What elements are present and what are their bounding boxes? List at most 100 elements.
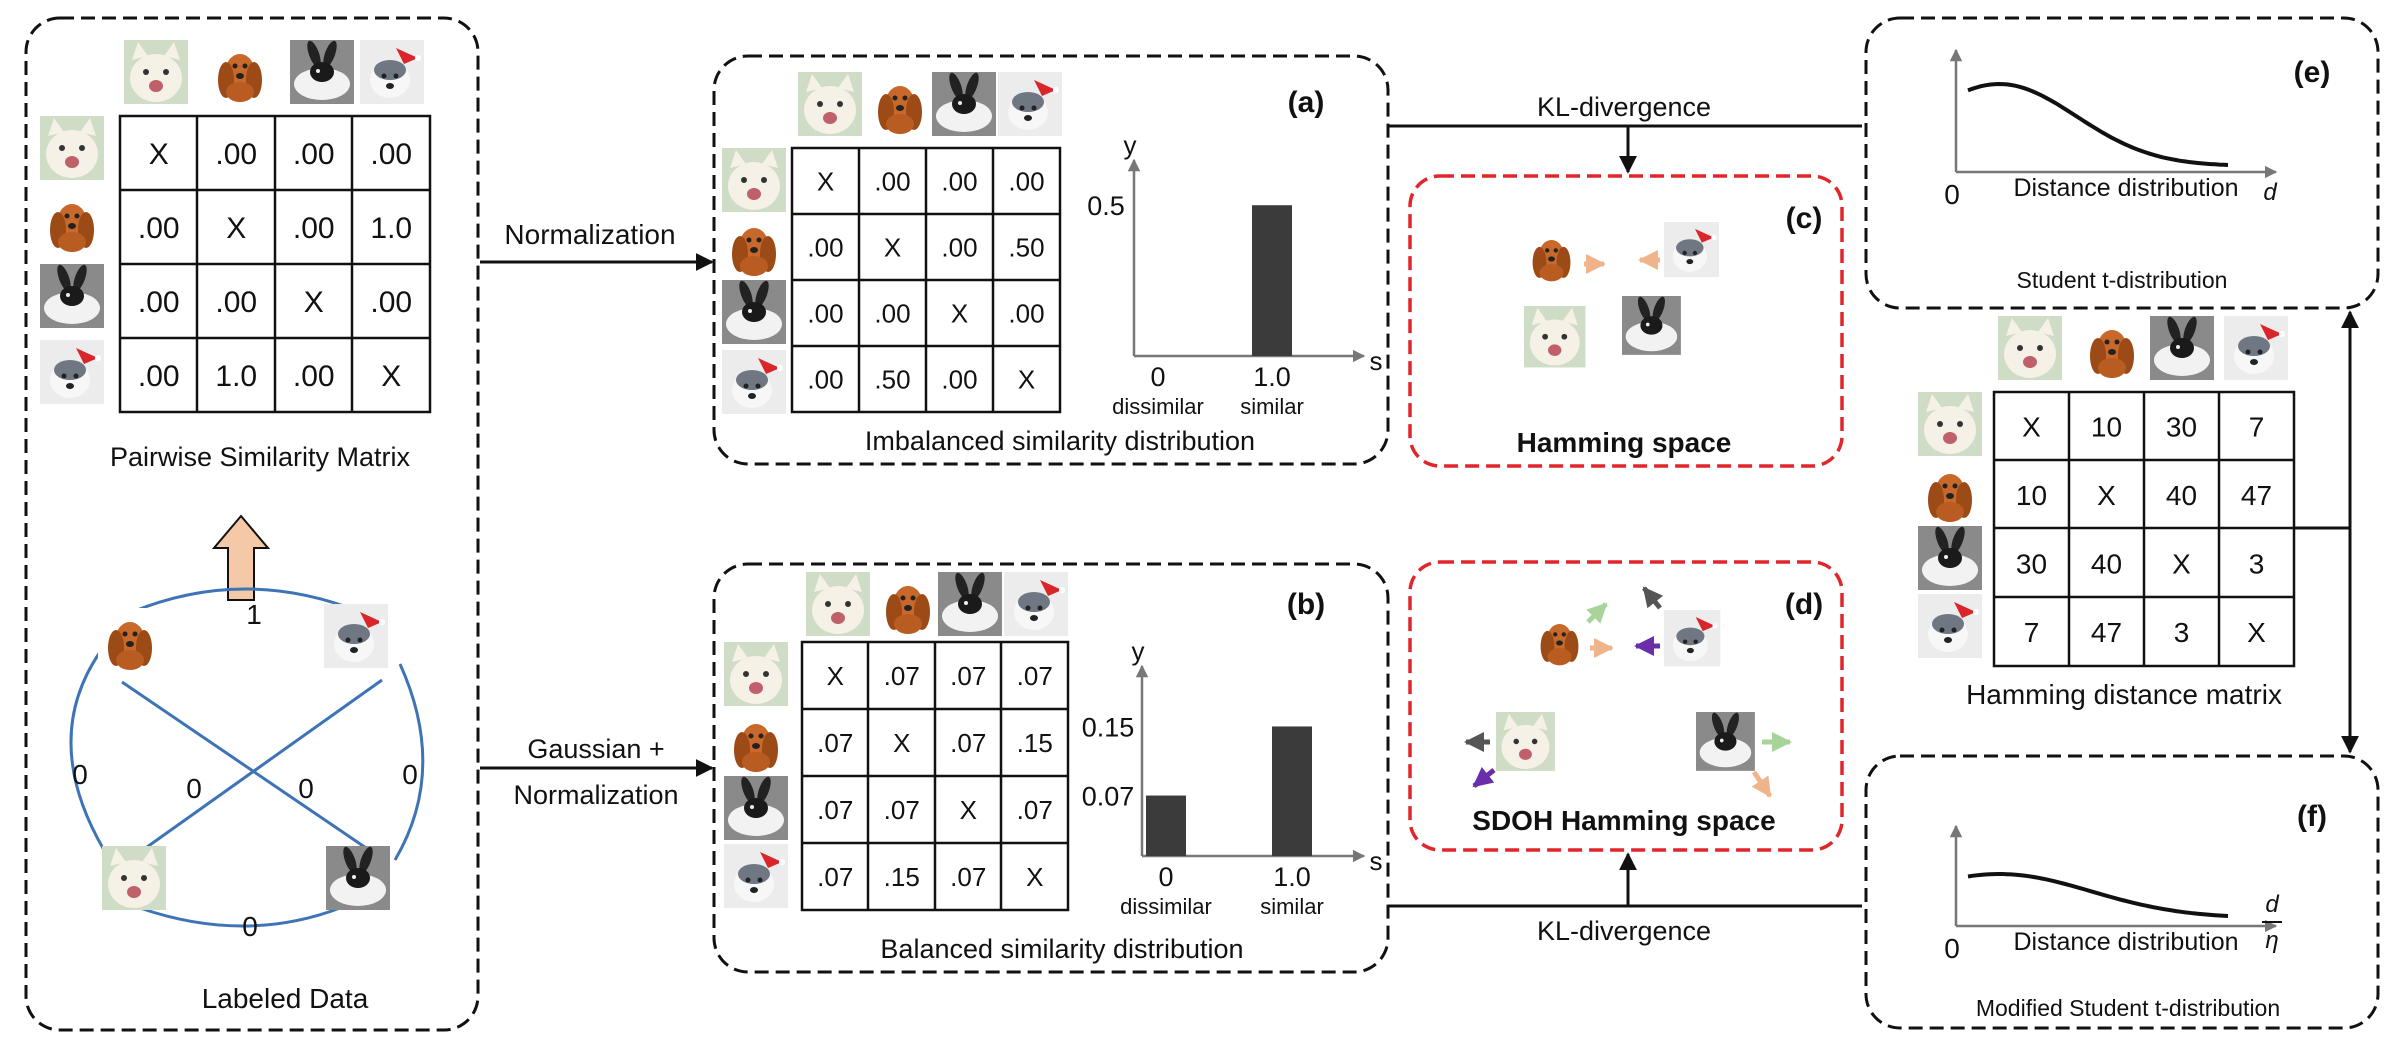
husky-icon [722, 350, 786, 414]
y-tick-label: 0.07 [1082, 782, 1135, 812]
balanced-matrix: X .07 .07 .07 .07 X .07 .15 .07 .07 X .07 .07 .15 .07 X [800, 640, 1070, 912]
husky-icon [1918, 594, 1982, 658]
matrix-cell: .00 [370, 286, 412, 319]
x-tick-label: 0 [1158, 862, 1173, 892]
chart-title: Modified Student t-distribution [1976, 995, 2280, 1021]
panel-b: (b) X .07 .07 .07 .07 X .07 .15 .07 .07 X .07 .07 .15… [712, 562, 1390, 974]
x-tick-sublabel: dissimilar [1112, 394, 1204, 419]
kl-connection-bottom: KL-divergence [1388, 852, 1862, 946]
cat-icon [806, 572, 870, 636]
chart-title: Student t-distribution [2017, 267, 2228, 293]
cat-icon [1496, 712, 1555, 771]
edge-label-bottom: 0 [242, 911, 258, 942]
cat-icon [724, 642, 788, 706]
matrix-cell: .00 [941, 166, 977, 196]
pairwise-matrix-caption: Pairwise Similarity Matrix [110, 442, 411, 472]
matrix-cell: 40 [2166, 480, 2197, 511]
distribution-curve [1967, 872, 2229, 918]
hamming-matrix-caption: Hamming distance matrix [1966, 679, 2282, 710]
kl-connection-top: KL-divergence [1388, 92, 1862, 174]
panel-e: (e) 0 Distance distribution d Student t-dis… [1864, 16, 2380, 310]
matrix-cell: .07 [950, 728, 986, 758]
y-tick-label: 0.15 [1082, 712, 1135, 742]
origin-label: 0 [1944, 933, 1960, 964]
matrix-cell: X [2097, 480, 2116, 511]
husky-node-icon [324, 604, 388, 668]
matrix-cell: X [1026, 862, 1043, 892]
rabbit-icon [290, 39, 354, 104]
matrix-cell: .07 [817, 728, 853, 758]
imbalanced-matrix: X .00 .00 .00 .00 X .00 .50 .00 .00 X .00 .00 .50 .00 X [790, 146, 1062, 414]
panel-f: (f) 0 Distance distribution dη Modified Stu… [1864, 754, 2380, 1030]
student-t-chart: 0 Distance distribution d Student t-distrib… [1944, 48, 2277, 293]
y-axis-label: y [1124, 130, 1137, 160]
matrix-cell: .00 [138, 360, 180, 393]
matrix-cell: .00 [138, 212, 180, 245]
dog-icon [724, 710, 788, 774]
dog-icon [876, 572, 940, 636]
matrix-cell: X [1018, 364, 1035, 394]
matrix-cell: .00 [807, 298, 843, 328]
matrix-cell: .00 [941, 232, 977, 262]
panel-label-e: (e) [2294, 56, 2331, 89]
y-axis-label: y [1132, 636, 1145, 666]
matrix-cell: .00 [293, 212, 335, 245]
cat-icon [1918, 392, 1982, 456]
bar [1252, 205, 1292, 356]
matrix-cell: X [2022, 411, 2041, 442]
cat-icon [1524, 306, 1586, 368]
husky-icon [360, 40, 424, 104]
matrix-cell: X [884, 232, 901, 262]
kl-divergence-bottom-label: KL-divergence [1537, 916, 1711, 946]
gaussian-label: Gaussian + [527, 734, 664, 764]
sdoh-hamming-space-title: SDOH Hamming space [1472, 805, 1775, 836]
y-tick-label: 0.5 [1087, 191, 1125, 221]
dog-icon [1918, 460, 1982, 524]
matrix-cell: .00 [215, 138, 257, 171]
gray-arrow-icon [1642, 586, 1664, 610]
matrix-cell: 47 [2241, 480, 2272, 511]
husky-icon [1004, 572, 1068, 636]
matrix-cell: .15 [1017, 728, 1053, 758]
rabbit-icon [1622, 295, 1681, 355]
panel-d-sdoh-hamming-space: (d) SDOH Hamming space [1408, 560, 1844, 852]
matrix-cell: 3 [2174, 617, 2190, 648]
matrix-cell: 1.0 [370, 212, 412, 245]
matrix-cell: 10 [2091, 411, 2122, 442]
purple-arrow-icon [1472, 766, 1496, 788]
matrix-cell: .07 [884, 661, 920, 691]
x-tick-sublabel: similar [1260, 894, 1324, 919]
matrix-cell: .00 [138, 286, 180, 319]
rabbit-icon [2150, 315, 2214, 380]
husky-icon [998, 72, 1062, 136]
modified-student-t-chart: 0 Distance distribution dη Modified Student… [1944, 824, 2282, 1021]
x-tick-label: 1.0 [1253, 362, 1291, 392]
edge-label-cross-left: 0 [186, 773, 202, 804]
hamming-distance-matrix-section: X 10 30 7 10 X 40 47 30 40 X 3 7 47 3 X Hamming distanc… [1918, 310, 2359, 754]
cat-icon [40, 116, 104, 180]
cat-node-icon [102, 846, 166, 910]
matrix-cell: 3 [2249, 548, 2265, 579]
matrix-cell: X [893, 728, 910, 758]
matrix-cell: 30 [2166, 411, 2197, 442]
matrix-cell: X [827, 661, 844, 691]
matrix-cell: .50 [1008, 232, 1044, 262]
husky-icon [1664, 222, 1720, 278]
panel-label-b: (b) [1287, 588, 1325, 621]
up-arrow-icon [211, 514, 271, 601]
orange-arrow-icon [1751, 770, 1773, 798]
matrix-cell: .07 [884, 795, 920, 825]
rabbit-icon [1696, 711, 1755, 771]
edge-label-top: 1 [246, 599, 262, 630]
dog-icon [1532, 612, 1588, 668]
matrix-cell: X [2172, 548, 2191, 579]
matrix-cell: 40 [2091, 548, 2122, 579]
dog-icon [208, 40, 272, 104]
husky-icon [724, 844, 788, 908]
matrix-cell: 7 [2249, 411, 2265, 442]
normalization-label: Normalization [504, 219, 675, 250]
matrix-cell: .00 [874, 298, 910, 328]
imbalanced-caption: Imbalanced similarity distribution [865, 426, 1255, 456]
